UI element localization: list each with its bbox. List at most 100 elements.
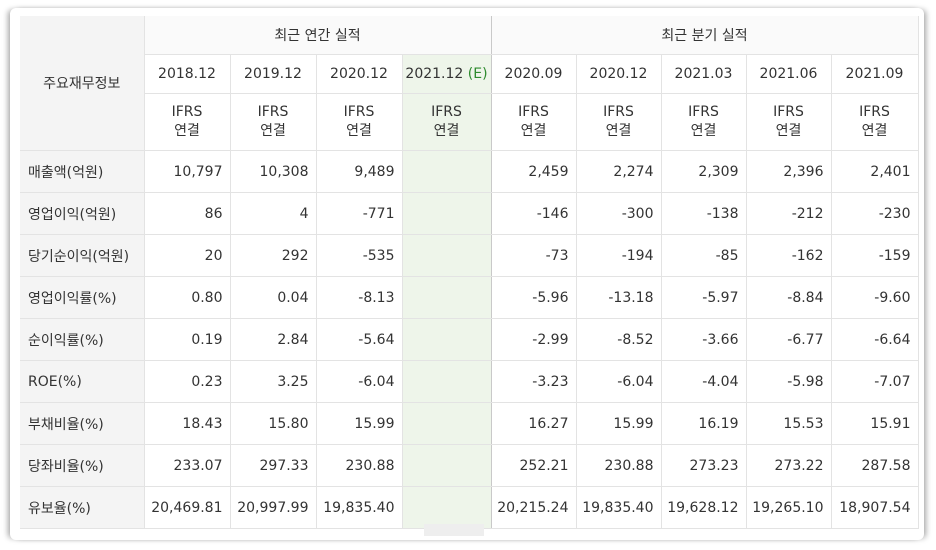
table-cell: 16.27 xyxy=(491,402,577,445)
table-cell: 2,309 xyxy=(661,150,747,193)
period-label: 2021.12 xyxy=(405,66,464,82)
table-cell: 86 xyxy=(144,192,231,235)
table-cell: 0.04 xyxy=(230,276,317,319)
group-annual-header: 최근 연간 실적 xyxy=(144,16,492,55)
row-label: 부채비율(%) xyxy=(20,402,145,445)
table-cell: 252.21 xyxy=(491,444,577,487)
period-label: 2021.06 xyxy=(759,66,818,82)
ifrs-line: IFRS xyxy=(518,104,549,120)
ifrs-line: IFRS xyxy=(688,104,719,120)
table-cell: -194 xyxy=(576,234,662,277)
table-cell: 9,489 xyxy=(316,150,403,193)
consolidated-line: 연결 xyxy=(690,123,717,139)
consolidated-line: 연결 xyxy=(174,123,200,139)
period-label: 2020.12 xyxy=(589,66,648,82)
table-cell: 273.23 xyxy=(661,444,747,487)
table-cell: -230 xyxy=(831,192,919,235)
consolidated-line: 연결 xyxy=(433,123,460,139)
table-cell: 2.84 xyxy=(230,318,317,361)
table-row: 유보율(%) 20,469.81 20,997.99 19,835.40 20,215.… xyxy=(20,486,919,529)
table-cell: 230.88 xyxy=(576,444,662,487)
table-cell: 18.43 xyxy=(144,402,231,445)
table-cell: 20 xyxy=(144,234,231,277)
table-cell: -6.64 xyxy=(831,318,919,361)
consolidated-line: 연결 xyxy=(260,123,286,139)
table-cell: 10,308 xyxy=(230,150,317,193)
period-header: 2021.12 (E) xyxy=(402,54,492,94)
table-cell: 19,265.10 xyxy=(746,486,832,529)
row-label: 당좌비율(%) xyxy=(20,444,145,487)
table-cell: -3.23 xyxy=(491,360,577,403)
table-cell: -8.13 xyxy=(316,276,403,319)
ifrs-line: IFRS xyxy=(431,104,462,120)
table-cell xyxy=(402,150,492,193)
ifrs-badge: IFRS 연결 xyxy=(144,93,231,151)
period-label: 2021.09 xyxy=(845,66,904,82)
table-cell: 0.80 xyxy=(144,276,231,319)
table-cell: 287.58 xyxy=(831,444,919,487)
period-header: 2020.12 xyxy=(316,54,403,94)
table-cell: 20,469.81 xyxy=(144,486,231,529)
period-label: 2020.09 xyxy=(504,66,563,82)
row-label: ROE(%) xyxy=(20,360,145,403)
table-cell: -6.04 xyxy=(316,360,403,403)
table-row: 당좌비율(%) 233.07 297.33 230.88 252.21 230.88 273… xyxy=(20,444,919,487)
table-cell: 2,274 xyxy=(576,150,662,193)
consolidated-line: 연결 xyxy=(861,123,888,139)
ifrs-badge: IFRS 연결 xyxy=(661,93,747,151)
table-cell: 273.22 xyxy=(746,444,832,487)
table-cell: -73 xyxy=(491,234,577,277)
table-cell: -13.18 xyxy=(576,276,662,319)
row-label: 영업이익률(%) xyxy=(20,276,145,319)
period-header: 2020.09 xyxy=(491,54,577,94)
table-cell: -159 xyxy=(831,234,919,277)
table-cell: 292 xyxy=(230,234,317,277)
consolidated-line: 연결 xyxy=(775,123,802,139)
table-cell: -138 xyxy=(661,192,747,235)
table-cell: -6.04 xyxy=(576,360,662,403)
row-label: 순이익률(%) xyxy=(20,318,145,361)
table-cell: 15.80 xyxy=(230,402,317,445)
table-cell: -8.84 xyxy=(746,276,832,319)
table-cell: -7.07 xyxy=(831,360,919,403)
ifrs-badge: IFRS 연결 xyxy=(831,93,919,151)
table-row: ROE(%) 0.23 3.25 -6.04 -3.23 -6.04 -4.04 -5.98-… xyxy=(20,360,919,403)
table-cell: 19,835.40 xyxy=(576,486,662,529)
table-cell: 20,215.24 xyxy=(491,486,577,529)
table-row: 부채비율(%) 18.43 15.80 15.99 16.27 15.99 16.19 15.… xyxy=(20,402,919,445)
table-cell xyxy=(402,360,492,403)
period-header: 2021.03 xyxy=(661,54,747,94)
period-header: 2018.12 xyxy=(144,54,231,94)
table-cell xyxy=(402,318,492,361)
table-cell: 15.53 xyxy=(746,402,832,445)
table-cell xyxy=(402,486,492,529)
row-label: 당기순이익(억원) xyxy=(20,234,145,277)
table-cell xyxy=(402,444,492,487)
table-cell: -771 xyxy=(316,192,403,235)
table-cell: -146 xyxy=(491,192,577,235)
table-cell: 3.25 xyxy=(230,360,317,403)
period-label: 2021.03 xyxy=(674,66,733,82)
ifrs-badge: IFRS 연결 xyxy=(746,93,832,151)
table-cell: 2,396 xyxy=(746,150,832,193)
table-cell: 0.19 xyxy=(144,318,231,361)
header-label: 주요재무정보 xyxy=(20,16,145,151)
period-header: 2021.06 xyxy=(746,54,832,94)
period-header: 2020.12 xyxy=(576,54,662,94)
period-label: 2020.12 xyxy=(330,66,388,82)
table-cell: -85 xyxy=(661,234,747,277)
table-cell: -2.99 xyxy=(491,318,577,361)
ifrs-line: IFRS xyxy=(257,104,289,120)
table-cell: -162 xyxy=(746,234,832,277)
table-cell: 15.91 xyxy=(831,402,919,445)
ifrs-badge: IFRS 연결 xyxy=(316,93,403,151)
table-row: 순이익률(%) 0.19 2.84 -5.64 -2.99 -8.52 -3.66 -6.77… xyxy=(20,318,919,361)
table-cell: 16.19 xyxy=(661,402,747,445)
row-label: 매출액(억원) xyxy=(20,150,145,193)
table-cell: 230.88 xyxy=(316,444,403,487)
table-cell: -5.64 xyxy=(316,318,403,361)
financial-summary-table: 주요재무정보 최근 연간 실적 최근 분기 실적 2018.12 2019.12 2… xyxy=(20,16,919,529)
row-label: 영업이익(억원) xyxy=(20,192,145,235)
consolidated-line: 연결 xyxy=(605,123,632,139)
table-cell: -8.52 xyxy=(576,318,662,361)
